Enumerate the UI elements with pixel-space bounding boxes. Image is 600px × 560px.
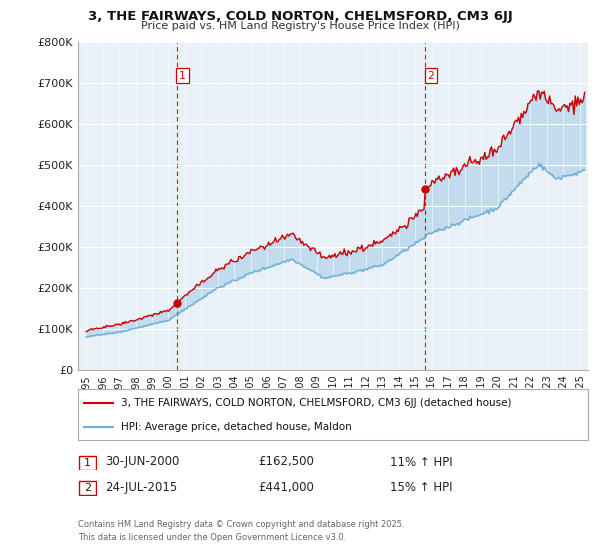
Text: Price paid vs. HM Land Registry's House Price Index (HPI): Price paid vs. HM Land Registry's House … (140, 21, 460, 31)
Text: 11% ↑ HPI: 11% ↑ HPI (390, 455, 452, 469)
Text: 15% ↑ HPI: 15% ↑ HPI (390, 480, 452, 494)
Text: £162,500: £162,500 (258, 455, 314, 469)
Text: 1: 1 (84, 458, 91, 468)
Text: 3, THE FAIRWAYS, COLD NORTON, CHELMSFORD, CM3 6JJ (detached house): 3, THE FAIRWAYS, COLD NORTON, CHELMSFORD… (121, 398, 512, 408)
Text: HPI: Average price, detached house, Maldon: HPI: Average price, detached house, Mald… (121, 422, 352, 432)
Text: This data is licensed under the Open Government Licence v3.0.: This data is licensed under the Open Gov… (78, 533, 346, 542)
Text: 2: 2 (428, 71, 434, 81)
Text: 3, THE FAIRWAYS, COLD NORTON, CHELMSFORD, CM3 6JJ: 3, THE FAIRWAYS, COLD NORTON, CHELMSFORD… (88, 10, 512, 22)
Text: 24-JUL-2015: 24-JUL-2015 (105, 480, 177, 494)
Text: 1: 1 (179, 71, 186, 81)
Text: Contains HM Land Registry data © Crown copyright and database right 2025.: Contains HM Land Registry data © Crown c… (78, 520, 404, 529)
Text: £441,000: £441,000 (258, 480, 314, 494)
Text: 30-JUN-2000: 30-JUN-2000 (105, 455, 179, 469)
Text: 2: 2 (84, 483, 91, 493)
